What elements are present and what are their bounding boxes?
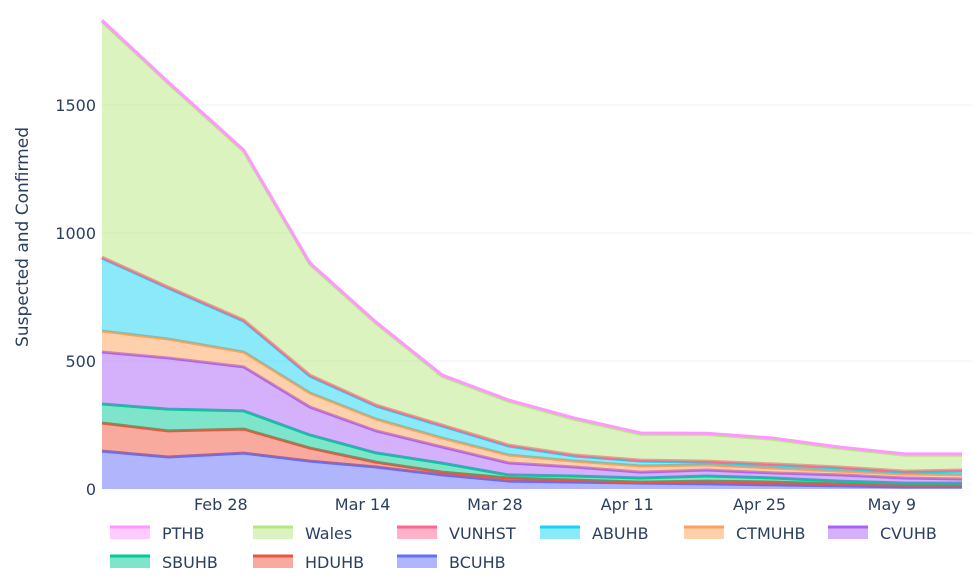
x-tick-label: Mar 28	[467, 495, 523, 514]
area-abuhb	[102, 258, 962, 475]
legend-label: VUNHST	[449, 524, 516, 543]
legend-label: CVUHB	[880, 524, 937, 543]
area-ctmuhb	[102, 331, 962, 480]
area-hduhb	[102, 422, 962, 487]
legend-item-ctmuhb[interactable]: CTMUHB	[684, 524, 805, 543]
y-tick-label: 1500	[55, 96, 96, 115]
legend-item-hduhb[interactable]: HDUHB	[253, 553, 364, 572]
area-wales	[102, 21, 962, 472]
legend-label: HDUHB	[305, 553, 364, 572]
line-pthb	[100, 19, 962, 456]
legend-swatch	[253, 556, 293, 568]
legend: PTHB Wales VUNHST ABUHB CTMUHB CVUHB SBUHB HDUH…	[110, 524, 937, 572]
legend-swatch	[253, 527, 293, 539]
y-tick-label: 0	[86, 480, 96, 499]
legend-label: CTMUHB	[736, 524, 805, 543]
x-tick-label: May 9	[868, 495, 916, 514]
legend-label: Wales	[305, 524, 352, 543]
legend-item-wales[interactable]: Wales	[253, 524, 352, 543]
legend-item-sbuhb[interactable]: SBUHB	[110, 553, 218, 572]
legend-label: PTHB	[162, 524, 204, 543]
legend-item-cvuhb[interactable]: CVUHB	[828, 524, 937, 543]
legend-item-pthb[interactable]: PTHB	[110, 524, 204, 543]
y-axis-title: Suspected and Confirmed	[13, 127, 33, 347]
x-tick-label: Feb 28	[194, 495, 248, 514]
y-axis-ticks: 0 500 1000 1500	[55, 96, 96, 499]
x-tick-label: Apr 25	[733, 495, 786, 514]
legend-swatch	[684, 527, 724, 539]
legend-item-abuhb[interactable]: ABUHB	[540, 524, 649, 543]
y-tick-label: 500	[65, 352, 96, 371]
y-tick-label: 1000	[55, 224, 96, 243]
line-hduhb	[101, 421, 962, 487]
area-sbuhb	[102, 404, 962, 485]
legend-label: SBUHB	[162, 553, 218, 572]
legend-swatch	[397, 556, 437, 568]
legend-swatch	[397, 527, 437, 539]
area-cvuhb	[102, 352, 962, 484]
x-tick-label: Apr 11	[601, 495, 654, 514]
x-tick-label: Mar 14	[335, 495, 391, 514]
legend-swatch	[110, 556, 150, 568]
legend-swatch	[110, 527, 150, 539]
area-bcuhb	[102, 451, 962, 489]
x-axis-ticks: Feb 28 Mar 14 Mar 28 Apr 11 Apr 25 May 9	[194, 495, 916, 514]
legend-swatch	[828, 527, 868, 539]
legend-item-bcuhb[interactable]: BCUHB	[397, 553, 506, 572]
legend-item-vunhst[interactable]: VUNHST	[397, 524, 516, 543]
plot-area	[100, 19, 963, 489]
legend-label: ABUHB	[592, 524, 649, 543]
legend-swatch	[540, 527, 580, 539]
legend-label: BCUHB	[449, 553, 506, 572]
